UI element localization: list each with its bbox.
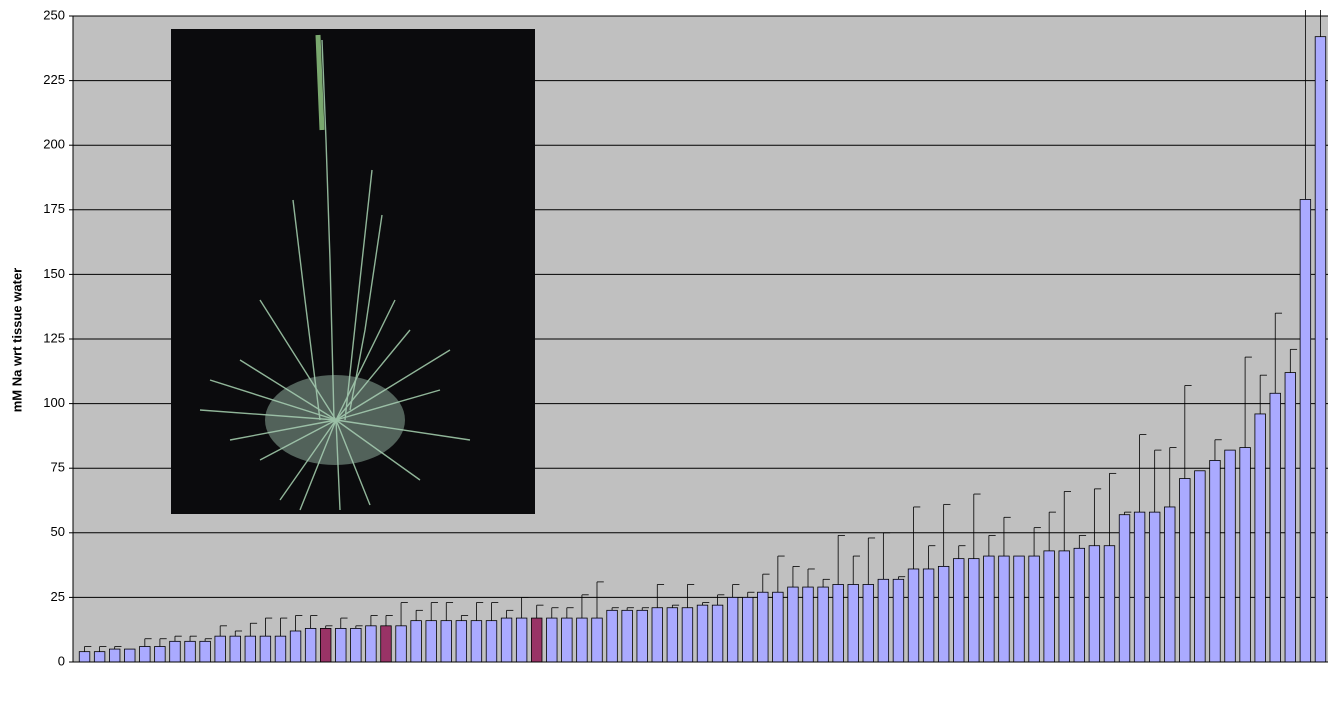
bar	[366, 626, 377, 662]
bar	[547, 618, 558, 662]
bar	[245, 636, 256, 662]
bar	[1210, 460, 1221, 662]
bar	[1059, 551, 1070, 662]
bar	[170, 641, 181, 662]
bar	[1270, 393, 1281, 662]
plant-photo	[171, 29, 535, 514]
bar	[637, 610, 648, 662]
bar	[1029, 556, 1040, 662]
bar	[1225, 450, 1236, 662]
bar	[742, 597, 753, 662]
bar	[260, 636, 271, 662]
bar	[230, 636, 241, 662]
bar	[697, 605, 708, 662]
y-tick-label: 200	[43, 137, 65, 152]
y-tick-label: 250	[43, 7, 65, 22]
bar	[501, 618, 512, 662]
y-tick-label: 25	[51, 589, 65, 604]
bar	[471, 621, 482, 662]
bar	[1240, 448, 1251, 662]
bar	[531, 618, 542, 662]
bar	[863, 584, 874, 662]
bar	[426, 621, 437, 662]
bar	[441, 621, 452, 662]
bar	[1089, 546, 1100, 662]
bar	[124, 649, 135, 662]
bar	[1180, 479, 1191, 662]
bar	[999, 556, 1010, 662]
bar	[833, 584, 844, 662]
bar	[803, 587, 814, 662]
bar	[396, 626, 407, 662]
bar	[923, 569, 934, 662]
y-tick-label: 0	[58, 653, 65, 668]
bar	[381, 626, 392, 662]
bar	[953, 559, 964, 662]
bar	[1285, 373, 1296, 662]
bar	[1164, 507, 1175, 662]
bar	[215, 636, 226, 662]
bar	[562, 618, 573, 662]
bar	[758, 592, 769, 662]
bar	[456, 621, 467, 662]
bar	[1104, 546, 1115, 662]
bar	[1149, 512, 1160, 662]
bar	[1014, 556, 1025, 662]
bar	[140, 646, 151, 662]
bar	[79, 652, 90, 662]
y-tick-label: 150	[43, 266, 65, 281]
y-tick-label: 125	[43, 330, 65, 345]
bar	[411, 621, 422, 662]
bar	[1044, 551, 1055, 662]
y-tick-label: 175	[43, 201, 65, 216]
bar	[200, 641, 211, 662]
bar	[1255, 414, 1266, 662]
y-tick-label: 225	[43, 72, 65, 87]
bar	[1315, 37, 1326, 662]
bar	[984, 556, 995, 662]
bar	[1074, 548, 1085, 662]
y-tick-label: 75	[51, 460, 65, 475]
bar	[290, 631, 301, 662]
chart: mM Na wrt tissue water 0 25 50 75 100 125 150 1…	[0, 0, 1330, 707]
bar	[109, 649, 120, 662]
bar	[938, 566, 949, 662]
bar	[335, 628, 346, 662]
bar	[320, 628, 331, 662]
bar	[592, 618, 603, 662]
bar	[1119, 515, 1130, 662]
bar	[185, 641, 196, 662]
bar	[607, 610, 618, 662]
bar	[667, 608, 678, 662]
bar	[94, 652, 105, 662]
bar	[1134, 512, 1145, 662]
bar	[486, 621, 497, 662]
bar	[622, 610, 633, 662]
bar	[155, 646, 166, 662]
bar	[712, 605, 723, 662]
bar	[773, 592, 784, 662]
bar	[652, 608, 663, 662]
y-axis-title: mM Na wrt tissue water	[9, 268, 24, 413]
bar	[275, 636, 286, 662]
bar	[848, 584, 859, 662]
bar	[818, 587, 829, 662]
bar	[878, 579, 889, 662]
bar	[516, 618, 527, 662]
bar	[682, 608, 693, 662]
bar	[1195, 471, 1206, 662]
y-tick-label: 50	[51, 524, 65, 539]
bar	[908, 569, 919, 662]
bar	[577, 618, 588, 662]
bar	[351, 628, 362, 662]
bar	[893, 579, 904, 662]
bar	[1300, 199, 1311, 662]
bar	[788, 587, 799, 662]
bar	[969, 559, 980, 662]
y-tick-label: 100	[43, 395, 65, 410]
bar	[727, 597, 738, 662]
bar	[305, 628, 316, 662]
